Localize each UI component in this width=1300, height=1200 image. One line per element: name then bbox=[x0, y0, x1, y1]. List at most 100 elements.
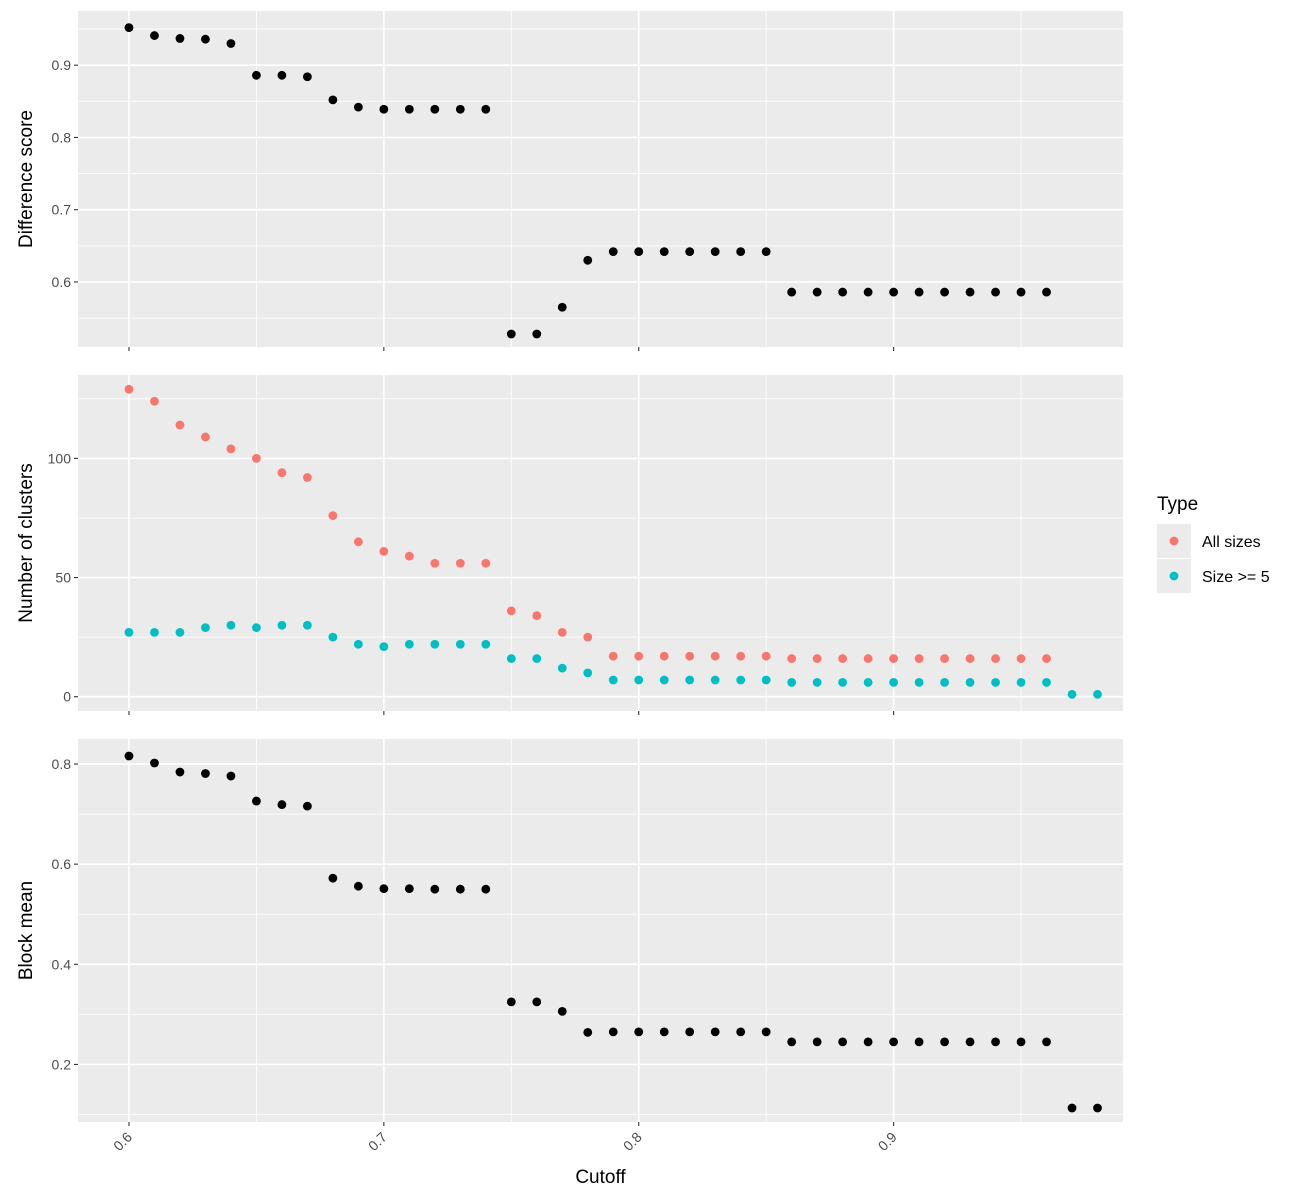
data-point bbox=[889, 1037, 899, 1047]
data-point bbox=[889, 287, 899, 297]
data-point bbox=[608, 651, 618, 661]
data-point bbox=[659, 247, 669, 257]
data-point bbox=[277, 620, 287, 630]
legend-label: Size >= 5 bbox=[1202, 569, 1270, 586]
data-point bbox=[124, 751, 134, 761]
data-point bbox=[914, 287, 924, 297]
data-point bbox=[481, 639, 491, 649]
data-point bbox=[761, 675, 771, 685]
data-point bbox=[226, 771, 236, 781]
data-point bbox=[124, 627, 134, 637]
data-point bbox=[481, 558, 491, 568]
data-point bbox=[430, 639, 440, 649]
data-point bbox=[991, 1037, 1000, 1047]
y-tick-label: 50 bbox=[55, 570, 71, 586]
data-point bbox=[557, 627, 567, 637]
data-point bbox=[430, 558, 440, 568]
data-point bbox=[608, 1027, 618, 1037]
data-point bbox=[965, 678, 975, 687]
data-point bbox=[634, 675, 644, 685]
data-point bbox=[353, 639, 363, 649]
data-point bbox=[812, 654, 822, 663]
y-tick-label: 0.8 bbox=[52, 756, 72, 772]
y-tick-label: 0.6 bbox=[52, 274, 72, 290]
data-point bbox=[940, 1037, 949, 1047]
data-point bbox=[277, 468, 287, 478]
data-point bbox=[1093, 1103, 1102, 1113]
data-point bbox=[226, 39, 236, 48]
data-point bbox=[455, 884, 465, 894]
data-point bbox=[277, 70, 287, 80]
data-point bbox=[914, 1037, 924, 1047]
y-tick-label: 0.8 bbox=[52, 129, 72, 145]
y-tick-label: 0.2 bbox=[52, 1056, 72, 1072]
data-point bbox=[201, 432, 210, 442]
data-point bbox=[404, 639, 414, 649]
data-point bbox=[965, 654, 975, 663]
y-tick-label: 100 bbox=[48, 450, 72, 466]
data-point bbox=[201, 769, 210, 778]
data-point bbox=[353, 102, 363, 112]
data-point bbox=[150, 31, 159, 40]
data-point bbox=[557, 663, 567, 673]
data-point bbox=[659, 1027, 669, 1037]
data-point bbox=[583, 632, 593, 642]
data-point bbox=[506, 329, 516, 339]
data-point bbox=[761, 247, 771, 257]
data-point bbox=[736, 651, 746, 661]
data-point bbox=[812, 1037, 822, 1047]
panel-background bbox=[78, 375, 1123, 711]
data-point bbox=[608, 675, 618, 685]
y-tick-label: 0 bbox=[63, 689, 71, 705]
data-point bbox=[150, 758, 159, 768]
data-point bbox=[1042, 678, 1051, 687]
data-point bbox=[710, 247, 720, 257]
data-point bbox=[889, 678, 899, 687]
data-point bbox=[379, 104, 389, 114]
data-point bbox=[685, 1027, 695, 1037]
data-point bbox=[455, 104, 465, 114]
data-point bbox=[787, 678, 797, 687]
data-point bbox=[608, 247, 618, 257]
y-axis-title: Number of clusters bbox=[16, 463, 37, 622]
legend: Type All sizes Size >= 5 bbox=[1157, 494, 1270, 593]
data-point bbox=[404, 104, 414, 114]
data-point bbox=[328, 873, 338, 883]
data-point bbox=[175, 34, 185, 43]
data-point bbox=[302, 473, 312, 482]
legend-title: Type bbox=[1157, 494, 1198, 515]
data-point bbox=[583, 255, 593, 265]
data-point bbox=[736, 675, 746, 685]
data-point bbox=[685, 675, 695, 685]
legend-key bbox=[1169, 536, 1179, 546]
data-point bbox=[787, 287, 797, 297]
data-point bbox=[787, 1037, 797, 1047]
data-point bbox=[863, 654, 873, 663]
data-point bbox=[201, 623, 210, 632]
data-point bbox=[863, 1037, 873, 1047]
legend-label: All sizes bbox=[1202, 534, 1261, 551]
data-point bbox=[302, 620, 312, 630]
data-point bbox=[812, 678, 822, 687]
data-point bbox=[1016, 1037, 1026, 1047]
y-tick-label: 0.4 bbox=[52, 956, 72, 972]
data-point bbox=[379, 642, 389, 652]
data-point bbox=[302, 801, 312, 811]
data-point bbox=[914, 654, 924, 663]
data-point bbox=[583, 668, 593, 678]
data-point bbox=[1093, 689, 1102, 699]
legend-key bbox=[1169, 571, 1179, 581]
data-point bbox=[379, 546, 389, 556]
data-point bbox=[277, 800, 287, 809]
data-point bbox=[685, 247, 695, 257]
data-point bbox=[430, 104, 440, 114]
data-point bbox=[736, 247, 746, 257]
data-point bbox=[557, 1006, 567, 1016]
y-tick-label: 0.6 bbox=[52, 856, 72, 872]
data-point bbox=[404, 551, 414, 561]
data-point bbox=[252, 623, 261, 632]
data-point bbox=[226, 444, 236, 454]
data-point bbox=[226, 620, 236, 630]
x-axis-title: Cutoff bbox=[575, 1167, 626, 1188]
data-point bbox=[583, 1027, 593, 1037]
